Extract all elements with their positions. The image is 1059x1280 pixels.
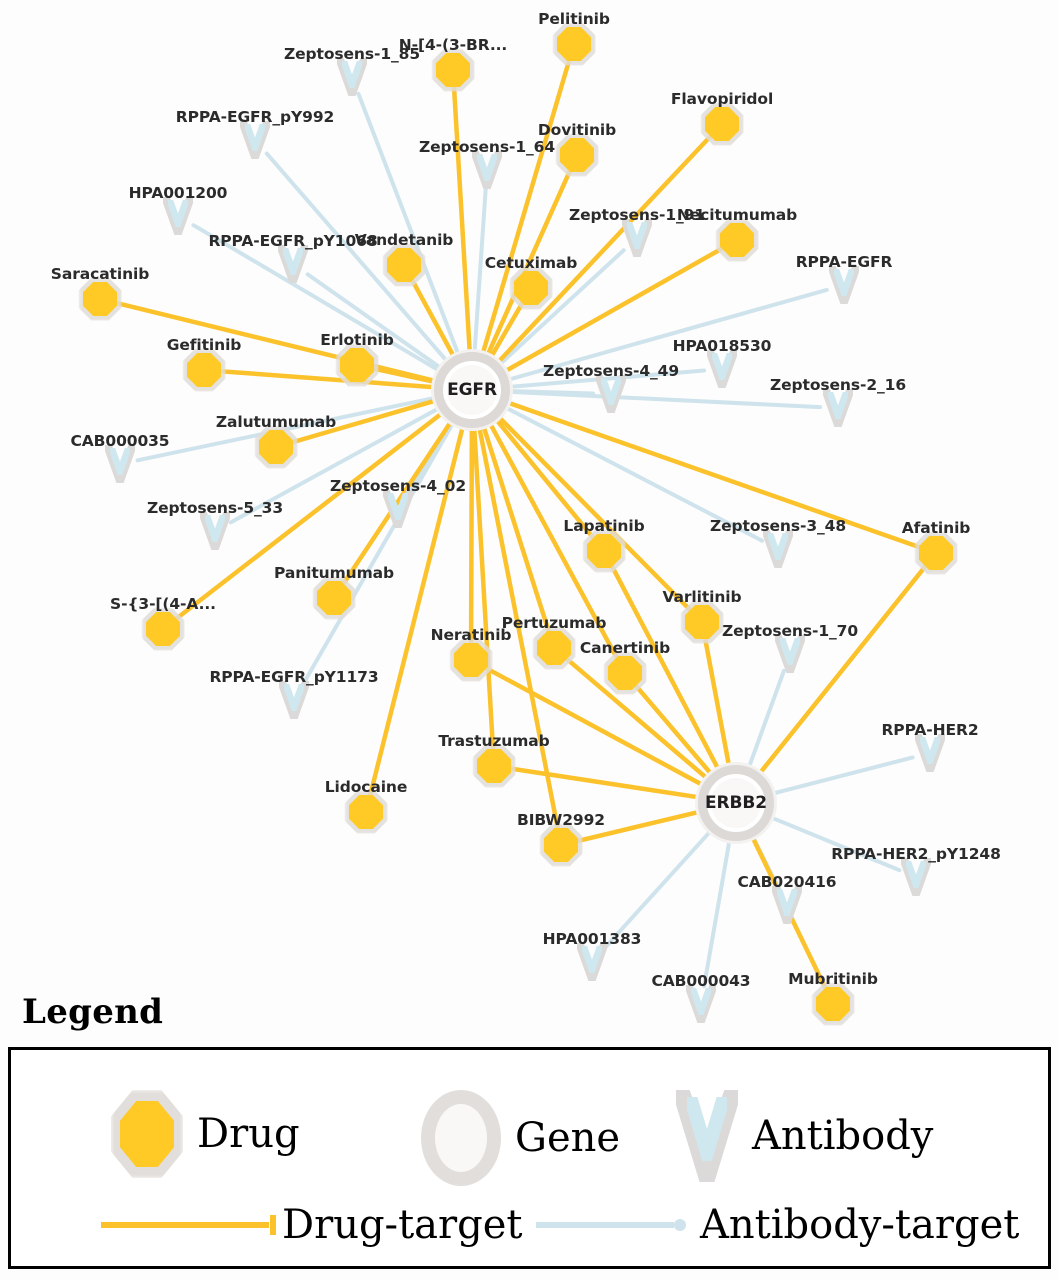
- legend-label-gene: Gene: [515, 1115, 621, 1161]
- antibody-chevron-icon: [105, 445, 135, 483]
- antibody-chevron-icon: [383, 490, 413, 528]
- gene-inner-disc: [711, 778, 761, 828]
- drug-octagon-icon: [919, 536, 953, 570]
- drug-octagon-icon: [587, 534, 621, 568]
- antibody-chevron-icon: [472, 151, 502, 189]
- antibody-chevron-icon: [577, 943, 607, 981]
- drug-octagon-icon: [349, 795, 383, 829]
- antibody-chevron-icon: [829, 266, 859, 304]
- antibody-chevron-icon: [823, 389, 853, 427]
- drug-octagon-icon: [720, 223, 754, 257]
- gene-ring-icon: [434, 352, 510, 428]
- drug-octagon-icon: [608, 656, 642, 690]
- antibody-chevron-icon: [901, 858, 931, 896]
- drug-octagon-icon: [514, 271, 548, 305]
- antibody-chevron-icon: [163, 197, 193, 235]
- network-edge-layer: [115, 59, 928, 991]
- drug-octagon-icon: [436, 53, 470, 87]
- antibody-chevron-icon: [200, 512, 230, 550]
- legend-label-antibody: Antibody: [752, 1113, 934, 1159]
- legend-item-drug-target: Drug-target: [101, 1205, 522, 1245]
- drug-octagon-icon: [111, 1090, 183, 1178]
- legend-edge-row: Drug-target Antibody-target: [11, 1205, 1048, 1255]
- antibody-chevron-icon: [686, 985, 716, 1023]
- drug-octagon-icon: [544, 828, 578, 862]
- drug-octagon-icon: [477, 749, 511, 783]
- legend-item-gene: Gene: [421, 1090, 620, 1186]
- legend-item-antibody: Antibody: [676, 1090, 933, 1182]
- antibody-chevron-icon: [622, 219, 652, 257]
- legend-item-drug: Drug: [111, 1090, 300, 1178]
- legend-box: Drug Gene Antibody Drug-target: [8, 1047, 1051, 1269]
- drug-octagon-icon: [83, 282, 117, 316]
- gene-ring-icon: [421, 1090, 501, 1186]
- antibody-chevron-icon: [279, 681, 309, 719]
- antibody-chevron-icon: [763, 530, 793, 568]
- drug-octagon-icon: [560, 138, 594, 172]
- drug-octagon-icon: [537, 631, 571, 665]
- antibody-chevron-icon: [707, 350, 737, 388]
- drug-target-edge-icon: [101, 1215, 276, 1235]
- drug-octagon-icon: [705, 107, 739, 141]
- legend-label-drug: Drug: [197, 1111, 300, 1157]
- gene-ring-icon: [698, 765, 774, 841]
- antibody-target-edge-icon: [536, 1216, 686, 1234]
- drug-octagon-icon: [387, 248, 421, 282]
- drug-octagon-icon: [146, 612, 180, 646]
- drug-octagon-icon: [454, 643, 488, 677]
- legend-title: Legend: [22, 992, 164, 1032]
- gene-inner-disc: [447, 365, 497, 415]
- drug-octagon-icon: [685, 605, 719, 639]
- network-node-layer: Zeptosens-1_85 RPPA-EGFR_pY992 Zeptosens-1…: [51, 10, 1001, 1026]
- legend-shape-row: Drug Gene Antibody: [11, 1090, 1048, 1190]
- legend-label-antibody-target: Antibody-target: [700, 1202, 1020, 1248]
- drug-octagon-icon: [317, 581, 351, 615]
- legend-item-antibody-target: Antibody-target: [536, 1205, 1019, 1245]
- drug-octagon-icon: [816, 987, 850, 1021]
- drug-octagon-icon: [340, 348, 374, 382]
- antibody-chevron-icon: [915, 734, 945, 772]
- drug-octagon-icon: [259, 430, 293, 464]
- drug-octagon-icon: [187, 353, 221, 387]
- antibody-chevron-icon: [772, 886, 802, 924]
- antibody-chevron-icon: [240, 121, 270, 159]
- antibody-chevron-icon: [278, 245, 308, 283]
- antibody-chevron-icon: [337, 58, 367, 96]
- drug-octagon-icon: [557, 27, 591, 61]
- antibody-chevron-icon: [775, 635, 805, 673]
- legend-label-drug-target: Drug-target: [282, 1202, 523, 1248]
- antibody-chevron-icon: [676, 1090, 738, 1182]
- antibody-chevron-icon: [596, 375, 626, 413]
